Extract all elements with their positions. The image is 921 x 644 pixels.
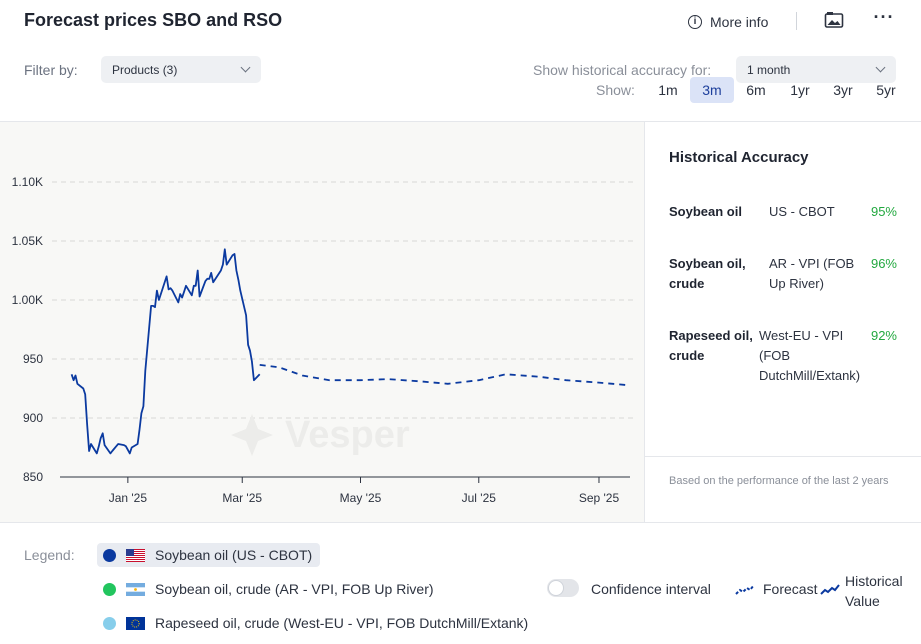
accuracy-title: Historical Accuracy — [669, 149, 809, 166]
historical-accuracy-panel: Historical Accuracy Soybean oil US - CBO… — [645, 122, 921, 522]
series-dot-icon — [103, 616, 116, 630]
range-button-6m[interactable]: 6m — [746, 82, 766, 98]
forecast-key-label: Forecast — [763, 581, 818, 597]
x-tick-label: Mar '25 — [222, 491, 262, 505]
y-tick-label: 1.10K — [12, 175, 43, 189]
accuracy-note: Based on the performance of the last 2 y… — [669, 475, 889, 487]
x-tick-label: Jan '25 — [109, 491, 148, 505]
confidence-interval-label: Confidence interval — [591, 581, 711, 597]
header-divider — [796, 12, 797, 30]
accuracy-source: US - CBOT — [769, 204, 835, 219]
y-tick-label: 850 — [23, 470, 43, 484]
argentina-flag-icon — [126, 582, 145, 596]
x-tick-label: May '25 — [340, 491, 382, 505]
vesper-watermark: Vesper — [231, 414, 410, 456]
forecast-series-line — [259, 364, 627, 386]
info-icon: i — [688, 15, 702, 29]
toggle-knob — [548, 580, 564, 596]
watermark-text: Vesper — [285, 414, 410, 456]
accuracy-value: 92% — [870, 328, 897, 343]
y-tick-label: 900 — [23, 411, 43, 425]
historical-series-line — [70, 248, 261, 455]
historical-value-key-label: Historical Value — [845, 573, 903, 609]
range-button-1yr[interactable]: 1yr — [790, 82, 810, 98]
forecast-line-icon — [735, 584, 755, 595]
legend-item-soybean-oil-ar[interactable]: Soybean oil, crude (AR - VPI, FOB Up Riv… — [97, 577, 442, 601]
price-chart: Vesper 850 900 950 1.00K 1.05K 1.10K Jan '25 Ma… — [0, 122, 645, 522]
legend-item-label: Soybean oil, crude (AR - VPI, FOB Up Riv… — [155, 581, 434, 597]
confidence-interval-toggle[interactable] — [547, 579, 579, 597]
y-tick-label: 950 — [23, 352, 43, 366]
range-button-3yr[interactable]: 3yr — [833, 82, 853, 98]
widget-title: Forecast prices SBO and RSO — [24, 10, 283, 30]
show-range-label: Show: — [596, 82, 635, 98]
accuracy-value: 96% — [870, 256, 897, 271]
range-button-5yr[interactable]: 5yr — [876, 82, 896, 98]
eu-flag-icon — [126, 616, 145, 630]
accuracy-product: Soybean oil — [669, 204, 742, 219]
products-dropdown[interactable]: Products (3) — [101, 56, 261, 83]
chevron-down-icon — [875, 62, 886, 73]
us-flag-icon — [126, 548, 145, 562]
filter-by-label: Filter by: — [24, 62, 78, 78]
more-options-icon[interactable]: ··· — [873, 7, 895, 27]
range-button-3m[interactable]: 3m — [690, 77, 734, 103]
more-info-label: More info — [710, 14, 769, 30]
chevron-down-icon — [240, 62, 251, 73]
series-dot-icon — [103, 548, 116, 562]
accuracy-divider — [645, 456, 921, 457]
accuracy-period-value: 1 month — [747, 62, 791, 77]
legend-item-label: Soybean oil (US - CBOT) — [155, 547, 313, 563]
series-dot-icon — [103, 582, 116, 596]
accuracy-period-label: Show historical accuracy for: — [533, 62, 712, 78]
chart-legend: Legend: Soybean oil (US - CBOT) Soybean … — [0, 522, 921, 644]
y-tick-label: 1.00K — [12, 293, 43, 307]
legend-item-soybean-oil-us[interactable]: Soybean oil (US - CBOT) — [97, 543, 321, 567]
image-icon[interactable] — [824, 11, 844, 29]
widget-header: Forecast prices SBO and RSO i More info … — [0, 0, 921, 122]
accuracy-row: Rapeseed oil, crude West-EU - VPI (FOB D… — [669, 326, 897, 386]
legend-label: Legend: — [24, 547, 75, 563]
chart-svg: Vesper 850 900 950 1.00K 1.05K 1.10K Jan '25 Ma… — [12, 175, 635, 505]
x-tick-label: Jul '25 — [462, 491, 497, 505]
accuracy-product: Soybean oil, crude — [669, 256, 746, 291]
historical-line-icon — [820, 584, 840, 595]
accuracy-value: 95% — [870, 204, 897, 219]
accuracy-period-dropdown[interactable]: 1 month — [736, 56, 896, 83]
legend-item-rapeseed-oil-eu[interactable]: Rapeseed oil, crude (West-EU - VPI, FOB … — [97, 611, 536, 635]
accuracy-row: Soybean oil, crude AR - VPI (FOB Up Rive… — [669, 254, 897, 294]
accuracy-row: Soybean oil US - CBOT 95% — [669, 202, 897, 222]
legend-item-label: Rapeseed oil, crude (West-EU - VPI, FOB … — [155, 615, 529, 631]
x-tick-label: Sep '25 — [579, 491, 620, 505]
accuracy-product: Rapeseed oil, crude — [669, 328, 753, 363]
products-dropdown-value: Products (3) — [112, 62, 178, 77]
more-info-button[interactable]: i More info — [688, 12, 768, 32]
range-button-1m[interactable]: 1m — [658, 82, 678, 98]
accuracy-source: AR - VPI (FOB Up River) — [769, 256, 855, 291]
accuracy-source: West-EU - VPI (FOB DutchMill/Extank) — [759, 328, 861, 383]
y-tick-label: 1.05K — [12, 234, 43, 248]
